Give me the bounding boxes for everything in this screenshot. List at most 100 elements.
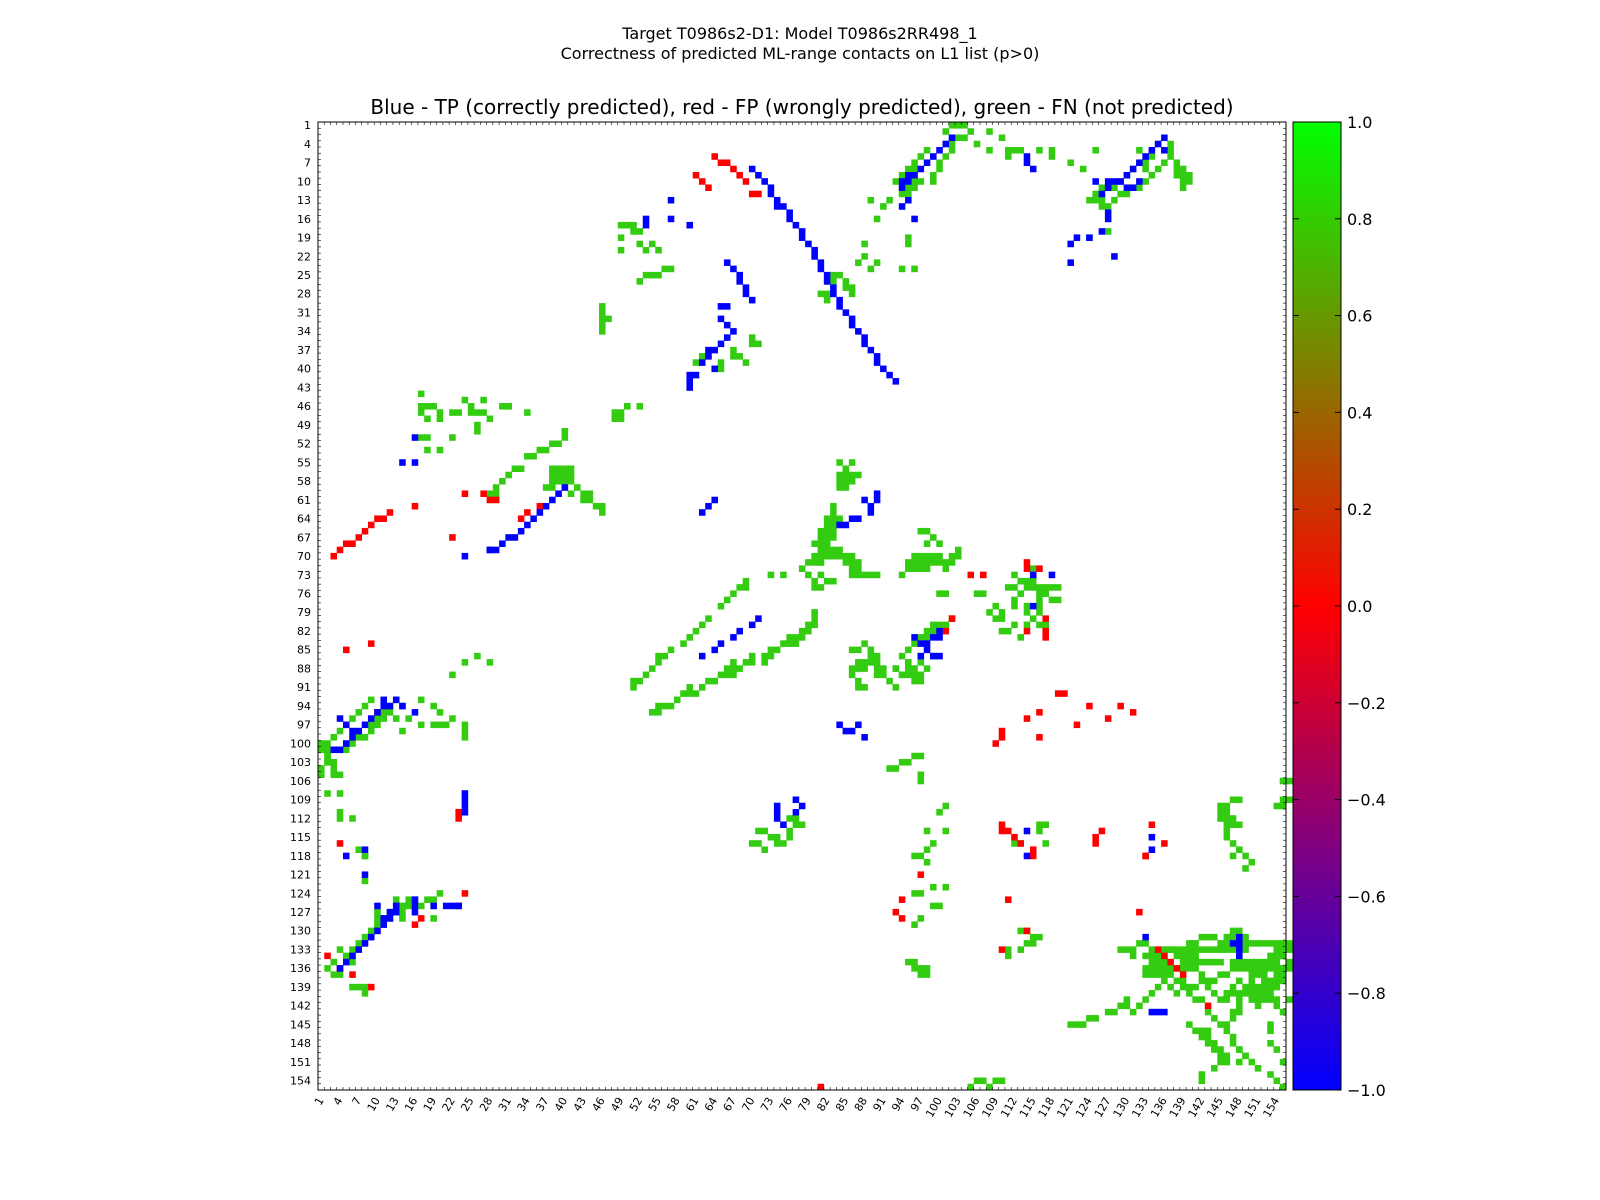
cell-fn: [361, 983, 369, 991]
cell-tp: [1161, 1008, 1168, 1016]
cell-fp: [336, 546, 344, 554]
cell-fn: [1223, 815, 1231, 822]
cell-fn: [811, 615, 818, 622]
cell-tp: [1236, 933, 1243, 941]
cell-fp: [948, 615, 956, 622]
y-tick-label: 127: [290, 906, 311, 919]
cell-fn: [1086, 196, 1093, 204]
cell-tp: [755, 615, 762, 622]
cell-fn: [1223, 1021, 1231, 1028]
cell-fn: [592, 502, 600, 510]
cell-fn: [923, 565, 931, 572]
cell-fn: [1204, 983, 1212, 991]
cell-fn: [1073, 1021, 1081, 1028]
cell-fn: [318, 746, 325, 754]
cell-tp: [848, 515, 856, 522]
cell-tp: [873, 490, 881, 498]
cell-fp: [492, 496, 500, 504]
cell-tp: [442, 902, 450, 910]
cell-fn: [898, 571, 906, 579]
cell-fn: [386, 709, 394, 716]
cell-fp: [1023, 565, 1031, 572]
cell-tp: [817, 259, 825, 266]
cell-fn: [367, 927, 375, 935]
cell-fn: [336, 771, 344, 779]
cell-tp: [705, 353, 712, 360]
cell-fn: [805, 559, 812, 566]
x-tick-label: 55: [646, 1095, 664, 1114]
cell-fn: [1023, 940, 1031, 947]
cell-fn: [742, 359, 750, 366]
cell-tp: [730, 265, 737, 273]
cell-fn: [549, 440, 556, 448]
cell-fn: [1242, 940, 1249, 947]
cell-fn: [1267, 1027, 1274, 1035]
cell-fn: [361, 852, 369, 860]
cell-tp: [692, 371, 700, 379]
cell-fn: [1011, 571, 1018, 579]
cell-fn: [823, 546, 831, 554]
cell-tp: [905, 196, 912, 204]
cell-fn: [430, 896, 437, 903]
cell-fn: [1286, 946, 1293, 953]
cell-tp: [1073, 234, 1081, 241]
cell-fn: [330, 771, 338, 779]
cell-fn: [399, 902, 406, 910]
cell-fn: [1148, 971, 1156, 978]
cell-fn: [648, 709, 656, 716]
cell-fn: [923, 559, 931, 566]
cell-fn: [1029, 933, 1037, 941]
cell-fn: [905, 234, 912, 241]
cell-fn: [624, 221, 631, 229]
cell-tp: [855, 328, 862, 335]
cell-fn: [1192, 940, 1199, 947]
cell-fn: [342, 746, 350, 754]
cell-fn: [580, 490, 587, 498]
cell-fn: [923, 965, 931, 972]
cell-fn: [867, 659, 875, 666]
cell-tp: [461, 552, 469, 560]
cell-fp: [1054, 690, 1062, 697]
cell-tp: [505, 534, 512, 541]
cell-fn: [986, 1083, 993, 1091]
cell-fn: [761, 659, 768, 666]
cell-tp: [1111, 253, 1118, 260]
cell-fn: [867, 652, 875, 660]
cell-fn: [911, 165, 918, 173]
cell-fn: [1198, 946, 1206, 953]
cell-fn: [1036, 584, 1043, 591]
cell-fn: [1098, 196, 1106, 204]
cell-fn: [748, 840, 756, 847]
cell-fn: [817, 534, 825, 541]
cell-fn: [361, 734, 369, 741]
cell-fn: [780, 571, 787, 579]
cell-tp: [430, 902, 437, 910]
cell-fn: [1036, 596, 1043, 604]
cell-fp: [1042, 627, 1049, 635]
cell-fn: [1223, 827, 1231, 835]
x-tick-label: 40: [552, 1095, 570, 1114]
cell-fn: [1079, 1021, 1087, 1028]
cell-tp: [517, 527, 525, 535]
cell-fn: [773, 840, 781, 847]
cell-tp: [1104, 178, 1112, 185]
cell-fn: [1198, 1077, 1206, 1085]
cell-fn: [917, 752, 925, 760]
cell-tp: [848, 321, 856, 329]
cell-fn: [717, 671, 725, 679]
cell-fn: [636, 228, 644, 235]
cell-tp: [1104, 215, 1112, 223]
cell-tp: [461, 796, 469, 804]
cell-fn: [767, 652, 775, 660]
cell-fn: [336, 727, 344, 735]
cell-fn: [1229, 946, 1237, 953]
x-tick-label: 112: [998, 1095, 1020, 1120]
cell-fn: [1154, 165, 1162, 173]
cell-tp: [561, 484, 569, 491]
cell-tp: [842, 309, 850, 316]
cell-fn: [430, 702, 437, 710]
cell-fp: [1036, 565, 1043, 572]
cell-fn: [1211, 1065, 1218, 1072]
cell-fn: [948, 140, 956, 148]
x-tick-label: 28: [477, 1095, 495, 1114]
